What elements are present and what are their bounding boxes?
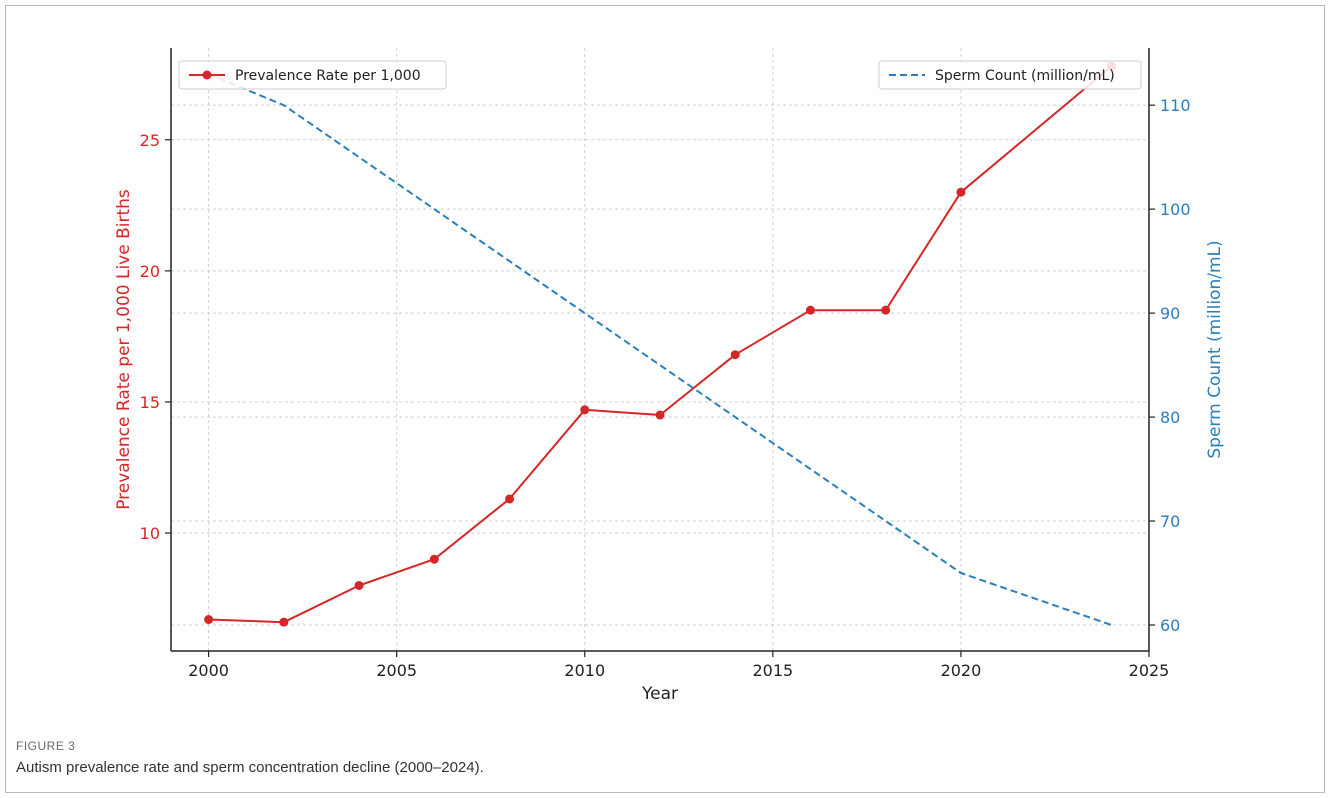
legend-0-frame	[178, 60, 447, 90]
series-0-point	[881, 305, 891, 315]
series-0-point	[730, 350, 740, 360]
series-0-point	[204, 615, 214, 625]
y-left-tick-label: 20	[140, 262, 160, 281]
series-0-point	[580, 405, 590, 415]
figure-label: FIGURE 3	[16, 739, 76, 753]
chart: 2000 2005 2010 2015 2020 20251015202560708090…	[114, 48, 1225, 704]
series-line-0	[208, 65, 1113, 624]
series-0-point	[956, 187, 966, 197]
series-0-point	[805, 305, 815, 315]
series-0-point	[429, 554, 439, 564]
x-axis-label: Year	[641, 684, 678, 704]
y-right-tick-label: 90	[1160, 304, 1180, 323]
y-left-axis-label: Prevalence Rate per 1,000 Live Births	[114, 189, 134, 510]
series-0-point	[279, 617, 289, 627]
x-tick-label: 2005	[376, 661, 417, 680]
figure-frame: 2000 2005 2010 2015 2020 2025 10 15 20 25 60 70 80 90…	[5, 5, 1325, 793]
x-tick-label: 2015	[752, 661, 793, 680]
y-right-tick-label: 110	[1160, 96, 1191, 115]
legend-0-marker	[202, 70, 212, 80]
x-tick-label: 2000	[188, 661, 229, 680]
series-0-point	[505, 494, 515, 504]
y-right-tick-label: 70	[1160, 512, 1180, 531]
legend-1: Sperm Count (million/mL)	[878, 60, 1142, 90]
y-left-tick-label: 15	[140, 393, 160, 412]
legend-1-label: Sperm Count (million/mL)	[935, 68, 1115, 84]
legend-0-label: Prevalence Rate per 1,000	[235, 68, 421, 84]
y-left-tick-label: 25	[140, 131, 160, 150]
legend-0: Prevalence Rate per 1,000	[178, 60, 447, 90]
axes: 2000 2005 2010 2015 2020 20251015202560708090…	[114, 48, 1225, 704]
y-right-axis-label: Sperm Count (million/mL)	[1205, 240, 1225, 458]
x-tick-label: 2020	[941, 661, 982, 680]
grid	[171, 48, 1150, 651]
x-tick-label: 2010	[564, 661, 605, 680]
y-left-tick-label: 10	[140, 524, 160, 543]
y-right-tick-label: 100	[1160, 200, 1191, 219]
x-tick-label: 2025	[1129, 661, 1170, 680]
series	[204, 61, 1116, 627]
series-line-1	[208, 73, 1112, 626]
y-right-tick-label: 60	[1160, 616, 1180, 635]
series-0-point	[655, 410, 665, 420]
figure-caption: Autism prevalence rate and sperm concent…	[16, 759, 484, 776]
y-right-tick-label: 80	[1160, 408, 1180, 427]
legends: Prevalence Rate per 1,000 Sperm Count (mi…	[178, 60, 1142, 90]
legend-1-frame	[878, 60, 1142, 90]
series-0-point	[354, 580, 364, 590]
